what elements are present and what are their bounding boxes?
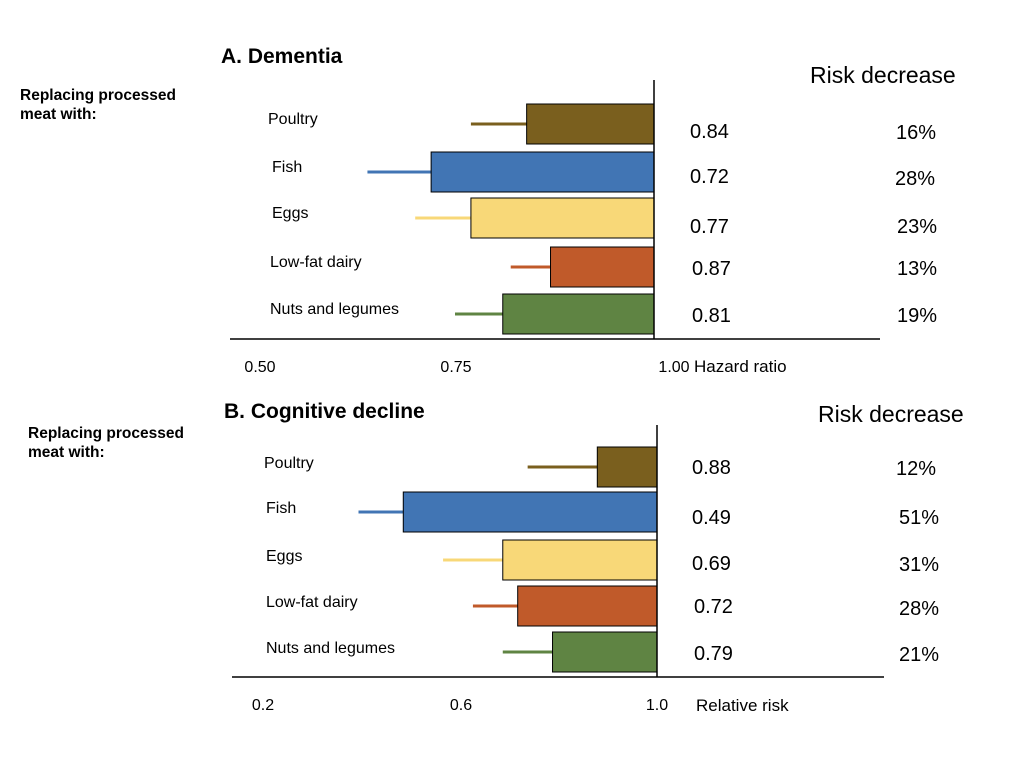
risk-decrease-header: Risk decrease [818, 401, 964, 427]
replacing-label-line: Replacing processed [28, 425, 184, 442]
value-label: 0.84 [690, 121, 729, 143]
risk-decrease-label: 28% [895, 168, 935, 190]
risk-decrease-label: 21% [899, 644, 939, 666]
value-label: 0.49 [692, 507, 731, 529]
value-label: 0.69 [692, 553, 731, 575]
category-label: Nuts and legumes [270, 301, 399, 318]
category-label: Eggs [272, 205, 308, 222]
x-tick-label: 0.2 [252, 697, 274, 714]
category-label: Low-fat dairy [270, 254, 362, 271]
value-label: 0.81 [692, 305, 731, 327]
category-label: Fish [266, 500, 296, 517]
category-label: Nuts and legumes [266, 640, 395, 657]
x-tick-label: 0.50 [244, 359, 275, 376]
bar [552, 631, 658, 673]
x-axis-label: Hazard ratio [694, 357, 787, 376]
bar [430, 151, 655, 193]
x-tick-label: 0.6 [450, 697, 472, 714]
bar [502, 539, 658, 581]
risk-decrease-label: 31% [899, 554, 939, 576]
bar [470, 197, 655, 239]
dementia-panel: A. Dementia Replacing processed meat with:… [20, 45, 956, 376]
bar [402, 491, 658, 533]
category-label: Eggs [266, 548, 302, 565]
value-label: 0.72 [690, 166, 729, 188]
replacing-label-line: Replacing processed [20, 87, 176, 104]
cognitive-decline-panel: B. Cognitive decline Replacing processed m… [28, 400, 964, 715]
risk-decrease-header: Risk decrease [810, 62, 956, 88]
replacing-label-line: meat with: [28, 444, 105, 461]
value-label: 0.88 [692, 457, 731, 479]
value-label: 0.87 [692, 258, 731, 280]
panel-title: A. Dementia [221, 45, 343, 68]
risk-decrease-label: 51% [899, 507, 939, 529]
x-tick-label: 0.75 [440, 359, 471, 376]
category-label: Fish [272, 159, 302, 176]
panel-title: B. Cognitive decline [224, 400, 425, 423]
bar [517, 585, 658, 627]
risk-decrease-label: 16% [896, 122, 936, 144]
risk-decrease-label: 13% [897, 258, 937, 280]
bar [526, 103, 655, 145]
value-label: 0.77 [690, 216, 729, 238]
bar [502, 293, 655, 335]
bar [596, 446, 658, 488]
risk-decrease-label: 23% [897, 216, 937, 238]
category-label: Poultry [264, 455, 314, 472]
risk-decrease-label: 12% [896, 458, 936, 480]
category-label: Poultry [268, 111, 318, 128]
value-label: 0.79 [694, 643, 733, 665]
bar [550, 246, 655, 288]
risk-decrease-label: 19% [897, 305, 937, 327]
value-label: 0.72 [694, 596, 733, 618]
category-label: Low-fat dairy [266, 594, 358, 611]
x-tick-label: 1.00 [658, 359, 689, 376]
risk-decrease-label: 28% [899, 598, 939, 620]
replacing-label-line: meat with: [20, 106, 97, 123]
x-axis-label: Relative risk [696, 696, 789, 715]
x-tick-label: 1.0 [646, 697, 668, 714]
